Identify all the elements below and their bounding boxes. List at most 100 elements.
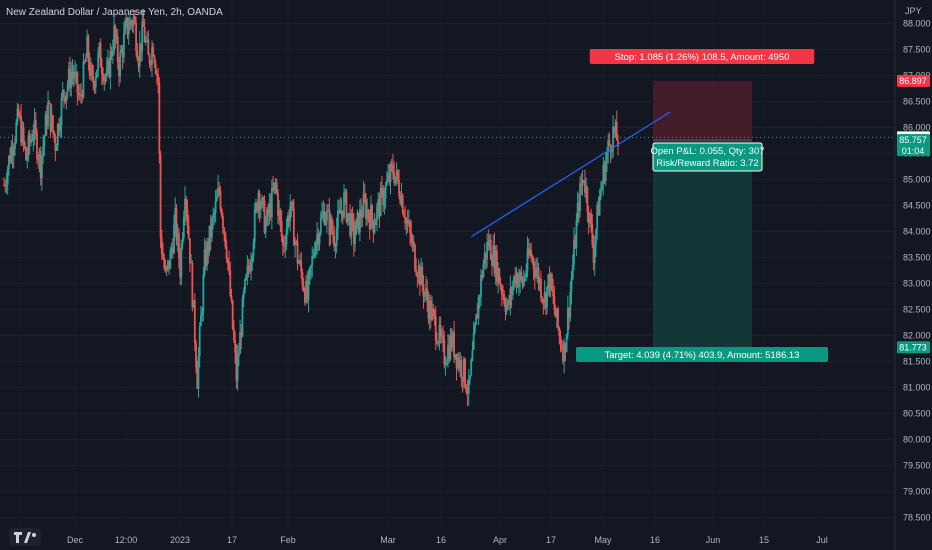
candle-down [409, 222, 411, 233]
candle-up [370, 205, 372, 230]
candle-up [201, 311, 204, 316]
candle-down [288, 215, 290, 222]
candle-up [569, 291, 572, 318]
candle-up [268, 203, 271, 216]
candle-down [189, 238, 191, 263]
candle-up [66, 85, 69, 93]
y-tick-label: 79.500 [903, 460, 931, 470]
candle-up [444, 364, 447, 366]
candle-down [296, 241, 299, 264]
candle-up [212, 214, 215, 219]
candle-up [190, 262, 193, 264]
candle-down [209, 225, 212, 238]
candle-up [78, 94, 81, 96]
candle-up [285, 229, 288, 245]
candle-down [450, 335, 453, 348]
candle-up [361, 216, 364, 218]
candle-down [80, 94, 82, 96]
candle-up [579, 183, 581, 212]
current-price-tag-bg [897, 134, 930, 157]
candle-down [368, 217, 371, 230]
candle-up [7, 155, 10, 170]
candle-down [147, 39, 150, 55]
x-tick-label: 17 [546, 535, 556, 545]
candle-down [37, 159, 40, 161]
candle-up [602, 165, 605, 184]
candle-down [378, 199, 381, 217]
candle-up [33, 120, 36, 135]
candle-down [455, 354, 458, 368]
candle-up [242, 290, 245, 299]
candle-down [93, 83, 96, 88]
candle-up [299, 260, 301, 264]
candle-down [28, 135, 31, 144]
candle-down [4, 185, 7, 187]
candle-down [187, 225, 190, 239]
candle-up [519, 271, 522, 281]
candle-up [346, 213, 349, 222]
candle-down [135, 22, 137, 51]
candle-down [388, 174, 391, 183]
candle-up [585, 187, 588, 193]
candle-up [305, 280, 307, 303]
x-tick-label: 17 [227, 535, 237, 545]
candle-down [110, 50, 113, 56]
candle-up [94, 77, 97, 88]
candle-up [122, 33, 125, 58]
candle-up [217, 187, 219, 197]
candle-down [256, 203, 259, 212]
candle-up [447, 345, 449, 363]
candle-down [222, 216, 224, 229]
candle-up [308, 268, 311, 276]
candle-up [405, 219, 408, 224]
candle-up [350, 213, 353, 237]
x-tick-label: Jun [706, 535, 721, 545]
candle-up [494, 250, 497, 273]
candle-down [193, 300, 196, 344]
candle-down [608, 140, 611, 145]
candle-up [27, 135, 30, 157]
candle-up [144, 40, 147, 43]
candle-up [423, 292, 426, 297]
x-tick-label: Dec [67, 535, 84, 545]
candle-up [437, 342, 440, 344]
candle-down [363, 193, 366, 201]
candle-up [338, 209, 341, 211]
candle-down [371, 205, 374, 221]
candle-up [482, 263, 485, 278]
candle-up [270, 188, 273, 218]
candle-up [38, 151, 41, 160]
candle-up [124, 24, 126, 34]
candle-down [582, 180, 585, 182]
time-axis[interactable]: 16Dec12:00202317FebMar16Apr17May16Jun15J… [15, 535, 828, 545]
candle-up [103, 76, 106, 82]
candle-up [261, 197, 263, 207]
candle-down [487, 241, 490, 246]
candle-up [314, 242, 317, 254]
candle-down [219, 190, 222, 210]
candle-down [108, 60, 111, 78]
candle-up [75, 71, 78, 73]
candle-down [580, 183, 583, 187]
candle-up [213, 212, 216, 215]
candle-down [521, 277, 524, 286]
candle-down [185, 198, 188, 209]
candle-up [60, 97, 63, 127]
candle-down [443, 339, 446, 366]
candle-down [100, 67, 103, 75]
candle-down [195, 343, 197, 368]
candle-up [374, 220, 377, 226]
candle-down [558, 327, 561, 336]
candle-down [426, 288, 429, 302]
candle-up [573, 239, 575, 266]
candle-up [245, 274, 248, 280]
tradingview-logo-icon[interactable] [9, 528, 41, 546]
candle-up [192, 300, 195, 308]
candle-up [384, 184, 387, 199]
candle-up [400, 195, 403, 204]
candle-down [269, 203, 272, 218]
candle-up [327, 209, 330, 211]
candle-up [70, 73, 73, 88]
candle-up [431, 308, 433, 321]
